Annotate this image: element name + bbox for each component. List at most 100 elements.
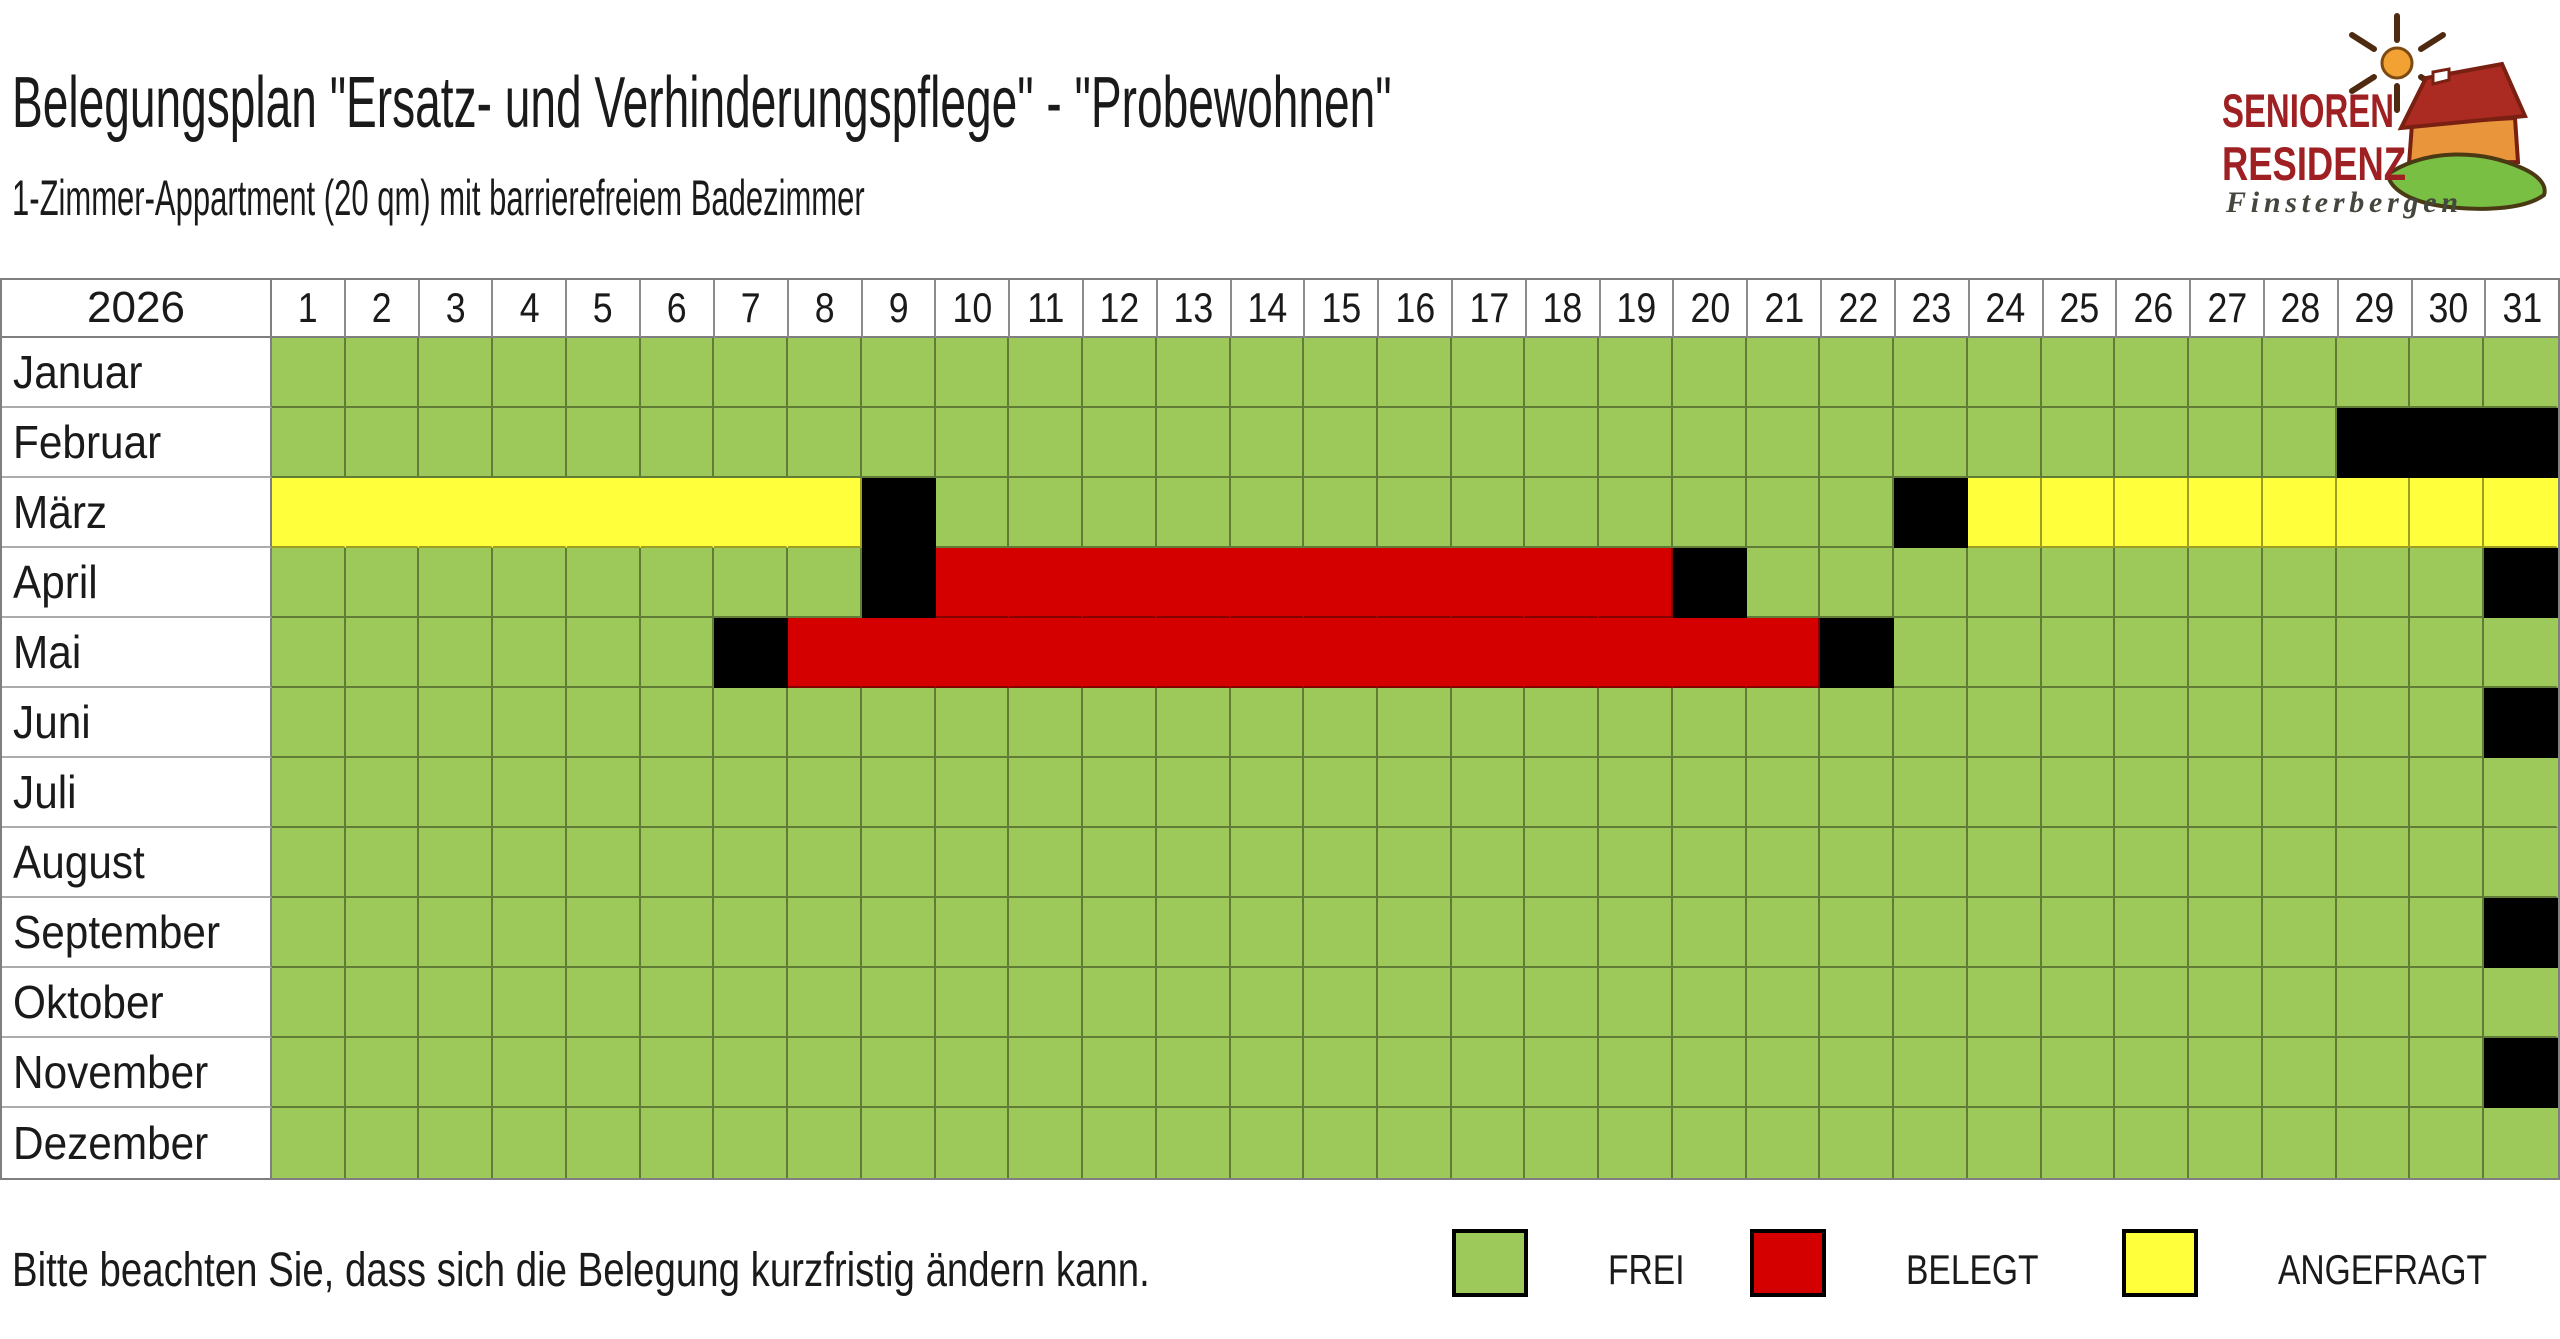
day-cell	[2115, 408, 2190, 478]
day-cell	[566, 478, 641, 548]
day-cell	[2041, 338, 2116, 408]
day-cell	[788, 338, 862, 408]
month-label: März	[2, 478, 272, 548]
day-cell	[419, 478, 494, 548]
day-cell	[1967, 1108, 2042, 1178]
day-cell	[1230, 478, 1305, 548]
day-cell	[1156, 338, 1231, 408]
day-cell	[640, 828, 715, 898]
day-cell	[1894, 478, 1968, 548]
day-cell	[640, 758, 715, 828]
day-cell	[2336, 618, 2411, 688]
day-cell	[2115, 618, 2190, 688]
day-cell	[2410, 618, 2485, 688]
day-cell	[1083, 618, 1157, 688]
day-cell	[345, 338, 420, 408]
day-cell	[714, 758, 789, 828]
day-cell	[1820, 338, 1895, 408]
day-cell	[1083, 898, 1157, 968]
day-cell	[1746, 688, 1821, 758]
day-cell	[861, 478, 936, 548]
day-cell	[2115, 338, 2190, 408]
day-cell	[1230, 1108, 1305, 1178]
day-header: 17	[1453, 280, 1527, 338]
day-cell	[714, 408, 789, 478]
day-cell	[1746, 828, 1821, 898]
day-cell	[2041, 408, 2116, 478]
day-header: 4	[493, 280, 568, 338]
day-cell	[1820, 898, 1895, 968]
day-cell	[1009, 968, 1084, 1038]
month-label: Juli	[2, 758, 272, 828]
day-cell	[1599, 548, 1673, 618]
day-cell	[1894, 828, 1968, 898]
day-cell	[272, 898, 346, 968]
day-cell	[2189, 1108, 2263, 1178]
day-cell	[1525, 338, 1600, 408]
day-cell	[1009, 688, 1084, 758]
day-header: 24	[1969, 280, 2044, 338]
day-cell	[566, 1108, 641, 1178]
day-cell	[1599, 898, 1673, 968]
day-cell	[1525, 408, 1600, 478]
day-cell	[2262, 408, 2337, 478]
day-cell	[419, 338, 494, 408]
day-header: 2	[345, 280, 420, 338]
day-cell	[419, 408, 494, 478]
day-cell	[1304, 688, 1379, 758]
day-cell	[272, 1038, 346, 1108]
month-row: Dezember	[2, 1108, 2558, 1178]
month-row: Juli	[2, 758, 2558, 828]
day-cell	[1525, 618, 1600, 688]
day-cell	[2410, 688, 2485, 758]
day-cell	[2189, 968, 2263, 1038]
day-cell	[1304, 828, 1379, 898]
day-cell	[1230, 408, 1305, 478]
day-cell	[2262, 478, 2337, 548]
day-cell	[1083, 478, 1157, 548]
day-cell	[1746, 548, 1821, 618]
day-cell	[1525, 758, 1600, 828]
day-cell	[419, 618, 494, 688]
day-cell	[1820, 408, 1895, 478]
month-label: November	[2, 1038, 272, 1108]
day-cell	[1451, 618, 1526, 688]
day-cell	[1009, 478, 1084, 548]
day-header: 8	[788, 280, 863, 338]
day-cell	[345, 968, 420, 1038]
day-cell	[1672, 758, 1747, 828]
day-cell	[2189, 408, 2263, 478]
day-cell	[1083, 758, 1157, 828]
day-cell	[1672, 1038, 1747, 1108]
day-cell	[1378, 618, 1452, 688]
day-cell	[566, 1038, 641, 1108]
day-cell	[935, 618, 1010, 688]
day-cell	[2189, 478, 2263, 548]
day-cell	[2484, 548, 2558, 618]
day-cell	[1378, 408, 1452, 478]
day-header: 14	[1231, 280, 1306, 338]
day-cell	[1820, 828, 1895, 898]
day-cell	[1820, 1038, 1895, 1108]
day-cell	[1967, 688, 2042, 758]
day-cell	[1230, 828, 1305, 898]
day-cell	[1746, 408, 1821, 478]
day-cell	[714, 618, 789, 688]
day-cell	[272, 1108, 346, 1178]
day-cell	[935, 898, 1010, 968]
day-cell	[640, 478, 715, 548]
day-cell	[2262, 758, 2337, 828]
day-header: 26	[2117, 280, 2192, 338]
day-cell	[640, 548, 715, 618]
day-cell	[2041, 688, 2116, 758]
day-cell	[2115, 968, 2190, 1038]
day-cell	[788, 478, 862, 548]
day-cell	[1230, 688, 1305, 758]
month-label: Januar	[2, 338, 272, 408]
day-cell	[2484, 688, 2558, 758]
day-header: 25	[2043, 280, 2118, 338]
day-cell	[493, 898, 567, 968]
day-cell	[1378, 478, 1452, 548]
day-cell	[1304, 968, 1379, 1038]
day-cell	[1746, 968, 1821, 1038]
